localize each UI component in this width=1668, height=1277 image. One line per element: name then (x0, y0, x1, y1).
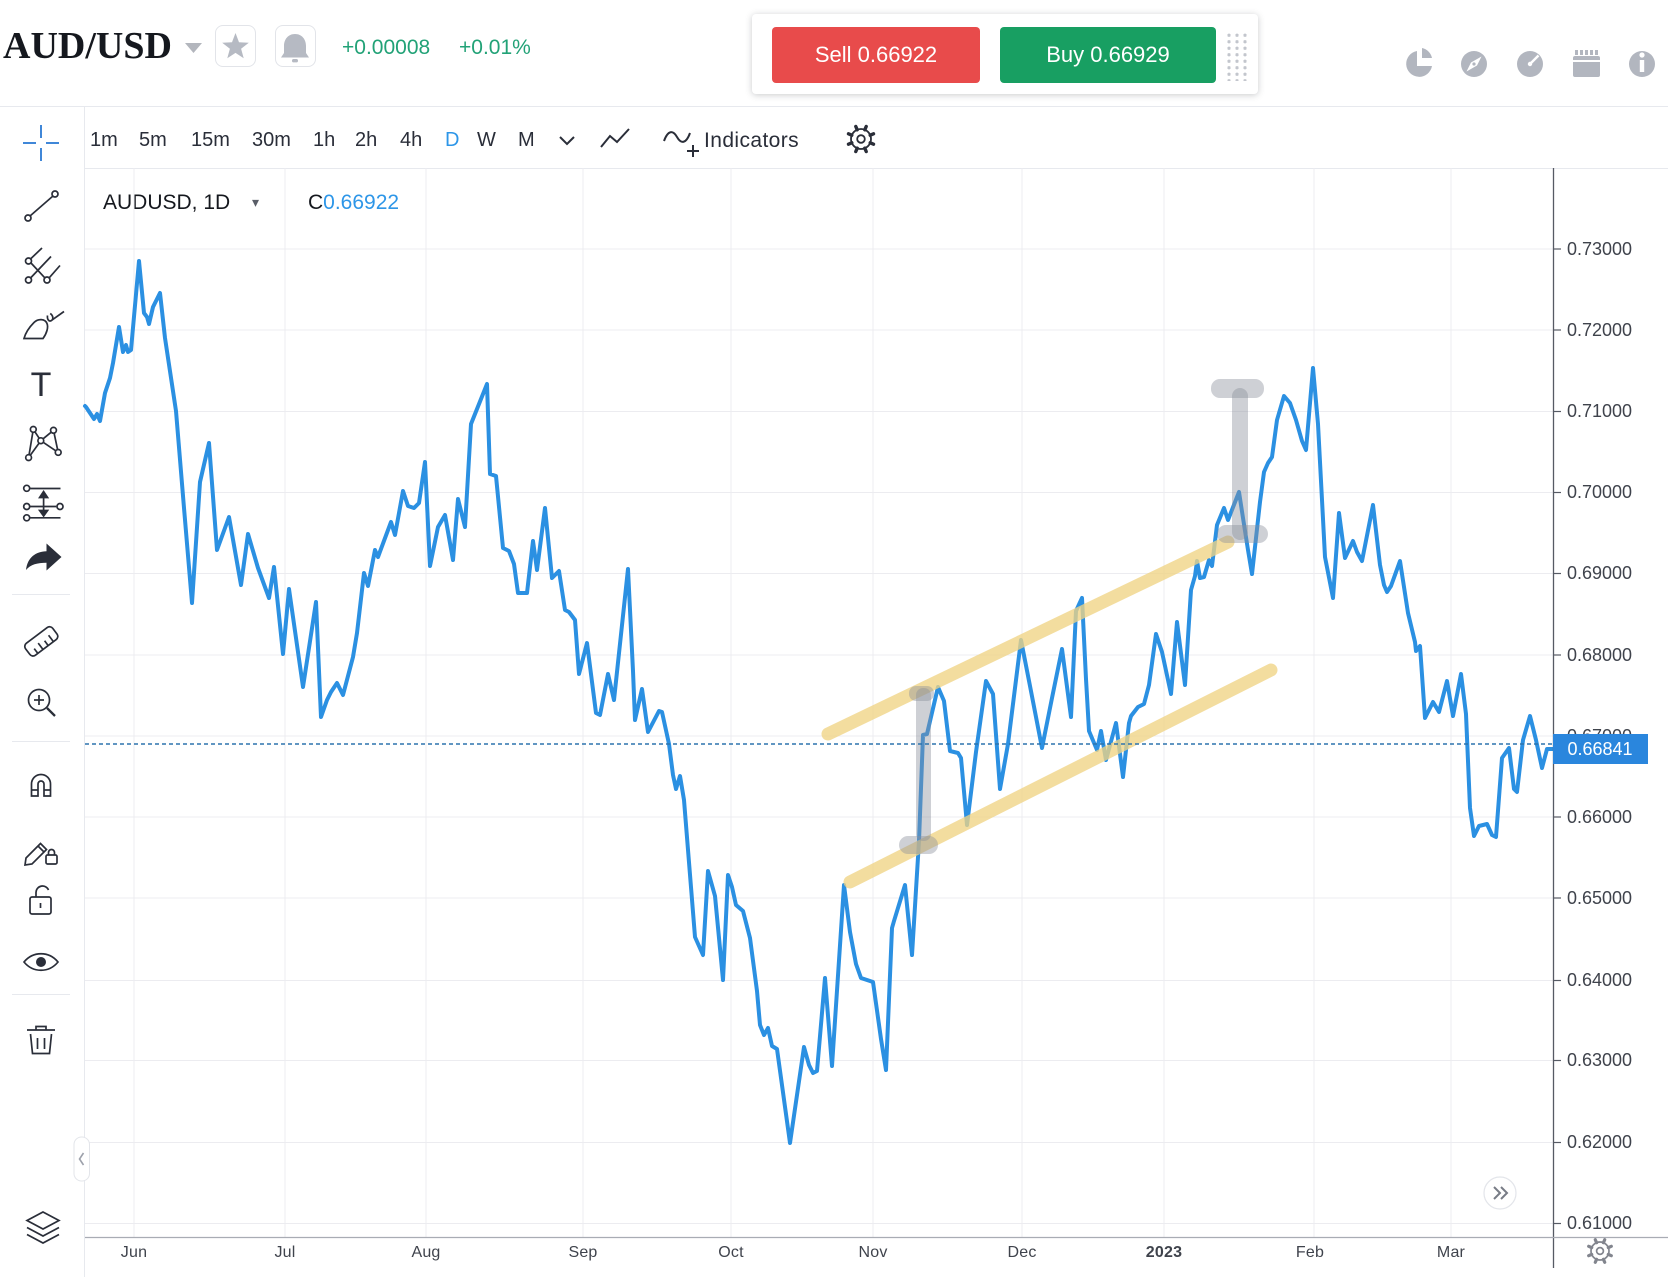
svg-text:T: T (31, 366, 52, 404)
svg-text:0.66841: 0.66841 (1567, 739, 1632, 759)
